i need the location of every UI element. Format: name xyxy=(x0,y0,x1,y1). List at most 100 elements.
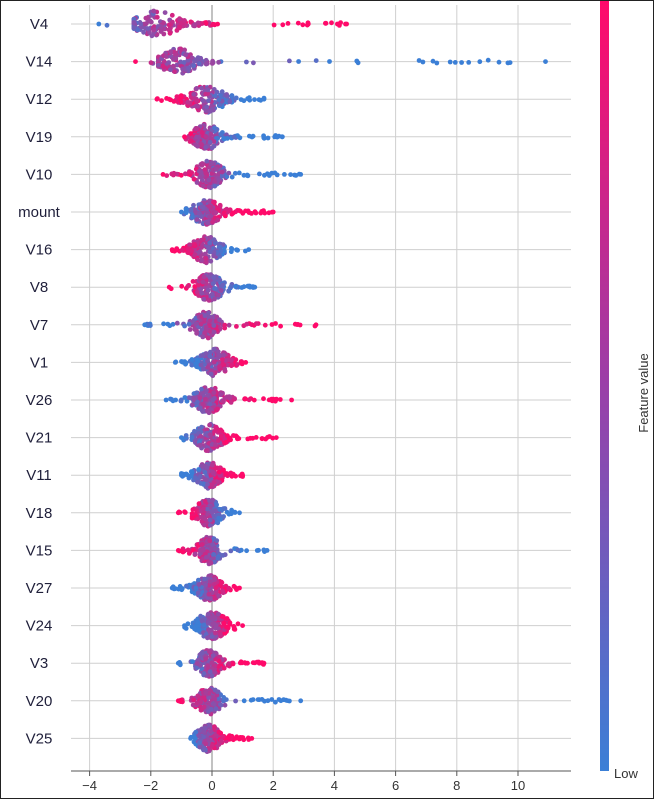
gridlines xyxy=(71,5,571,771)
shap-point xyxy=(178,99,184,105)
shap-point xyxy=(195,479,201,485)
shap-point xyxy=(209,634,215,639)
shap-point xyxy=(184,583,190,589)
shap-point-max xyxy=(264,548,270,553)
shap-point xyxy=(270,435,276,441)
shap-point xyxy=(194,134,200,140)
shap-point xyxy=(196,501,202,507)
shap-point xyxy=(192,241,197,247)
shap-point xyxy=(214,89,220,95)
shap-point xyxy=(205,287,211,293)
shap-point xyxy=(195,257,201,263)
shap-point xyxy=(192,327,198,332)
shap-point xyxy=(430,58,436,64)
shap-point xyxy=(201,622,207,628)
shap-point xyxy=(185,246,191,252)
shap-point xyxy=(171,172,176,178)
shap-point-min xyxy=(154,96,160,102)
shap-point xyxy=(164,173,170,179)
shap-point-max xyxy=(270,209,276,215)
shap-point xyxy=(182,323,188,329)
feature-label: V4 xyxy=(30,16,48,33)
shap-point xyxy=(354,58,360,64)
shap-point xyxy=(189,55,194,61)
shap-point xyxy=(197,474,203,479)
shap-point xyxy=(206,177,212,183)
shap-point xyxy=(218,392,224,398)
shap-point xyxy=(228,284,234,289)
shap-point xyxy=(202,251,208,257)
shap-point xyxy=(177,24,182,30)
shap-point xyxy=(206,591,212,597)
shap-point xyxy=(245,283,251,289)
shap-point xyxy=(229,473,235,479)
shap-point xyxy=(296,59,301,64)
shap-point xyxy=(226,170,232,176)
shap-point-max xyxy=(240,472,246,478)
shap-point xyxy=(193,57,199,62)
shap-point xyxy=(158,29,164,34)
shap-point xyxy=(193,729,199,735)
shap-point xyxy=(201,237,206,242)
shap-point xyxy=(211,702,217,707)
shap-point xyxy=(255,697,261,702)
shap-point xyxy=(221,665,227,671)
shap-point xyxy=(217,506,223,512)
shap-point xyxy=(222,630,228,636)
shap-point-max xyxy=(237,585,242,591)
shap-point xyxy=(213,210,219,216)
shap-point xyxy=(259,436,265,442)
shap-point xyxy=(208,560,214,566)
shap-point xyxy=(203,555,209,560)
shap-point xyxy=(420,59,426,65)
shap-point xyxy=(192,22,198,27)
shap-point xyxy=(200,366,206,372)
shap-point xyxy=(210,653,216,658)
shap-point xyxy=(195,657,201,663)
shap-point xyxy=(167,323,173,329)
shap-point-min xyxy=(182,134,187,140)
shap-point xyxy=(219,433,224,439)
shap-point xyxy=(207,214,213,220)
shap-point xyxy=(211,359,217,365)
shap-point xyxy=(190,702,196,708)
shap-point-max xyxy=(240,623,246,628)
shap-point-max xyxy=(289,397,294,403)
shap-point xyxy=(416,58,422,63)
shap-point xyxy=(212,125,218,131)
shap-point xyxy=(197,740,203,746)
shap-point xyxy=(207,240,213,246)
shap-point xyxy=(211,237,217,243)
shap-point xyxy=(163,53,169,59)
shap-point xyxy=(221,514,227,519)
shap-point xyxy=(171,57,176,62)
shap-point xyxy=(198,287,204,292)
shap-point xyxy=(208,546,214,551)
shap-point xyxy=(205,365,211,370)
shap-point-max xyxy=(298,172,304,177)
shap-point xyxy=(212,183,218,189)
shap-point xyxy=(233,698,239,704)
shap-point xyxy=(202,576,207,582)
shap-point xyxy=(217,632,223,637)
shap-point xyxy=(202,313,208,319)
shap-point-max xyxy=(249,736,255,741)
shap-point xyxy=(188,207,194,213)
shap-point xyxy=(234,362,240,367)
shap-point xyxy=(200,401,206,407)
shap-point xyxy=(204,388,209,393)
shap-point xyxy=(185,547,191,553)
shap-point xyxy=(220,282,226,288)
shap-point xyxy=(205,335,211,341)
shap-point xyxy=(193,475,198,481)
shap-point xyxy=(174,246,180,252)
shap-point xyxy=(209,171,215,176)
shap-point-min xyxy=(96,21,102,27)
shap-point xyxy=(200,98,206,104)
shap-point xyxy=(200,547,206,552)
shap-point xyxy=(199,142,204,147)
shap-point xyxy=(253,321,259,326)
shap-point xyxy=(159,98,164,103)
shap-point xyxy=(262,322,268,328)
shap-point xyxy=(211,139,217,144)
